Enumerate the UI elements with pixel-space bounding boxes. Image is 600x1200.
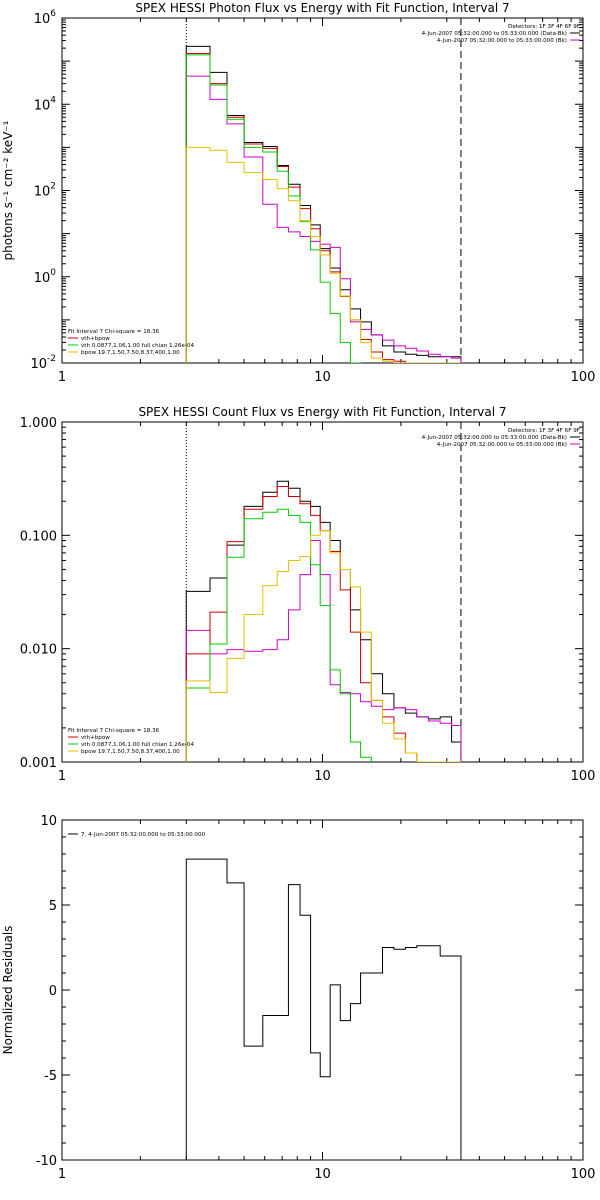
x-tick-label: 100 xyxy=(571,370,596,385)
y-tick-exponent: 0 xyxy=(50,268,56,278)
legend-entry: bpow 19.7,1.50,7.50,8.37,400,1.00 xyxy=(81,749,180,755)
x-tick-label: 10 xyxy=(314,370,331,385)
y-axis-label: photons s⁻¹ cm⁻² keV⁻¹ xyxy=(1,120,15,260)
series-bpow-line xyxy=(185,146,462,363)
y-tick-exponent: -2 xyxy=(47,354,56,364)
y-tick-exponent: 4 xyxy=(50,95,56,105)
y-tick-label: 0.100 xyxy=(20,529,57,544)
y-tick-label: -5 xyxy=(44,1069,57,1084)
legend-entry: vth 0.0877,1.06,1.00 full chian 1.26e-04 xyxy=(81,742,194,748)
x-tick-label: 10 xyxy=(314,1167,331,1182)
y-tick-label: 0 xyxy=(49,984,57,999)
x-tick-label: 1 xyxy=(58,769,66,784)
plot-frame xyxy=(61,17,584,364)
y-tick-base: 10 xyxy=(34,271,51,286)
series-bpow-line xyxy=(185,530,462,762)
x-tick-label: 100 xyxy=(571,1167,596,1182)
photon-flux-panel: SPEX HESSI Photon Flux vs Energy with Fi… xyxy=(1,1,596,385)
legend-entry: vth+bpow xyxy=(81,735,110,741)
y-tick-base: 10 xyxy=(34,98,51,113)
y-tick-label: 0.010 xyxy=(20,643,57,658)
y-tick-exponent: 6 xyxy=(50,9,56,19)
y-tick-base: 10 xyxy=(34,12,51,27)
y-tick-label: 5 xyxy=(49,899,57,914)
legend-entry: bpow 19.7,1.50,7.50,8.37,400,1.00 xyxy=(81,350,180,356)
series-7-4-jun-2007-05-32-00-000-to-05-33-00-000-line xyxy=(185,858,462,1160)
y-tick-label: 104 xyxy=(34,95,57,113)
legend-header: Fit Interval 7 Chi-square = 18.36 xyxy=(68,728,160,734)
legend-entry: 7. 4-Jun-2007 05:32:00.000 to 05:33:00.0… xyxy=(81,832,206,838)
residuals-panel: 1 10 100 10 5 0 -5 -10 Normalized Residuals 7. 4-… xyxy=(1,814,595,1182)
legend-entry: 4-Jun-2007 05:32:00.000 to 05:33:00.000 … xyxy=(422,31,567,37)
plot-area xyxy=(185,480,462,762)
legend-entry: 4-Jun-2007 05:32:00.000 to 05:33:00.000 … xyxy=(422,435,567,441)
legend-header: Detectors: 1F 3F 4F 6F 9F xyxy=(508,428,580,434)
x-tick-label: 1 xyxy=(58,1167,66,1182)
legend-entry: 4-Jun-2007 05:32:00.000 to 05:33:00.000 … xyxy=(437,38,567,44)
y-tick-base: 10 xyxy=(34,185,51,200)
plot-area xyxy=(185,858,462,1160)
y-tick-label: 100 xyxy=(34,268,57,286)
series-data-bk-line xyxy=(185,45,462,363)
y-tick-exponent: 2 xyxy=(50,182,56,192)
plot-frame xyxy=(61,421,584,763)
y-tick-base: 10 xyxy=(30,357,47,372)
y-tick-label: 106 xyxy=(34,9,57,27)
series-bk-line xyxy=(185,75,462,363)
legend-entry: vth+bpow xyxy=(81,336,110,342)
count-flux-panel: SPEX HESSI Count Flux vs Energy with Fit… xyxy=(20,405,596,784)
plot-frame xyxy=(61,819,584,1161)
y-tick-label: 1.000 xyxy=(20,416,57,431)
y-tick-label: 102 xyxy=(34,182,56,200)
y-tick-label: 0.001 xyxy=(20,756,57,771)
y-axis-label: Normalized Residuals xyxy=(1,926,15,1055)
chart-title: SPEX HESSI Count Flux vs Energy with Fit… xyxy=(138,405,506,419)
legend-header: Detectors: 1F 3F 4F 6F 9F xyxy=(508,24,580,30)
y-tick-label: 10 xyxy=(40,814,57,829)
x-tick-label: 1 xyxy=(58,370,66,385)
legend-header: Fit Interval 7 Chi-square = 18.36 xyxy=(68,329,160,335)
y-tick-label: -10 xyxy=(36,1154,57,1169)
series-vth-line xyxy=(185,508,372,762)
x-tick-label: 100 xyxy=(571,769,596,784)
series-vth-line xyxy=(185,54,362,363)
y-tick-label: 10-2 xyxy=(30,354,56,372)
chart-title: SPEX HESSI Photon Flux vs Energy with Fi… xyxy=(135,1,509,15)
plot-area xyxy=(185,45,462,363)
legend-entry: vth 0.0877,1.06,1.00 full chian 1.26e-04 xyxy=(81,343,194,349)
x-tick-label: 10 xyxy=(314,769,331,784)
legend-entry: 4-Jun-2007 05:32:00.000 to 05:33:00.000 … xyxy=(437,442,567,448)
